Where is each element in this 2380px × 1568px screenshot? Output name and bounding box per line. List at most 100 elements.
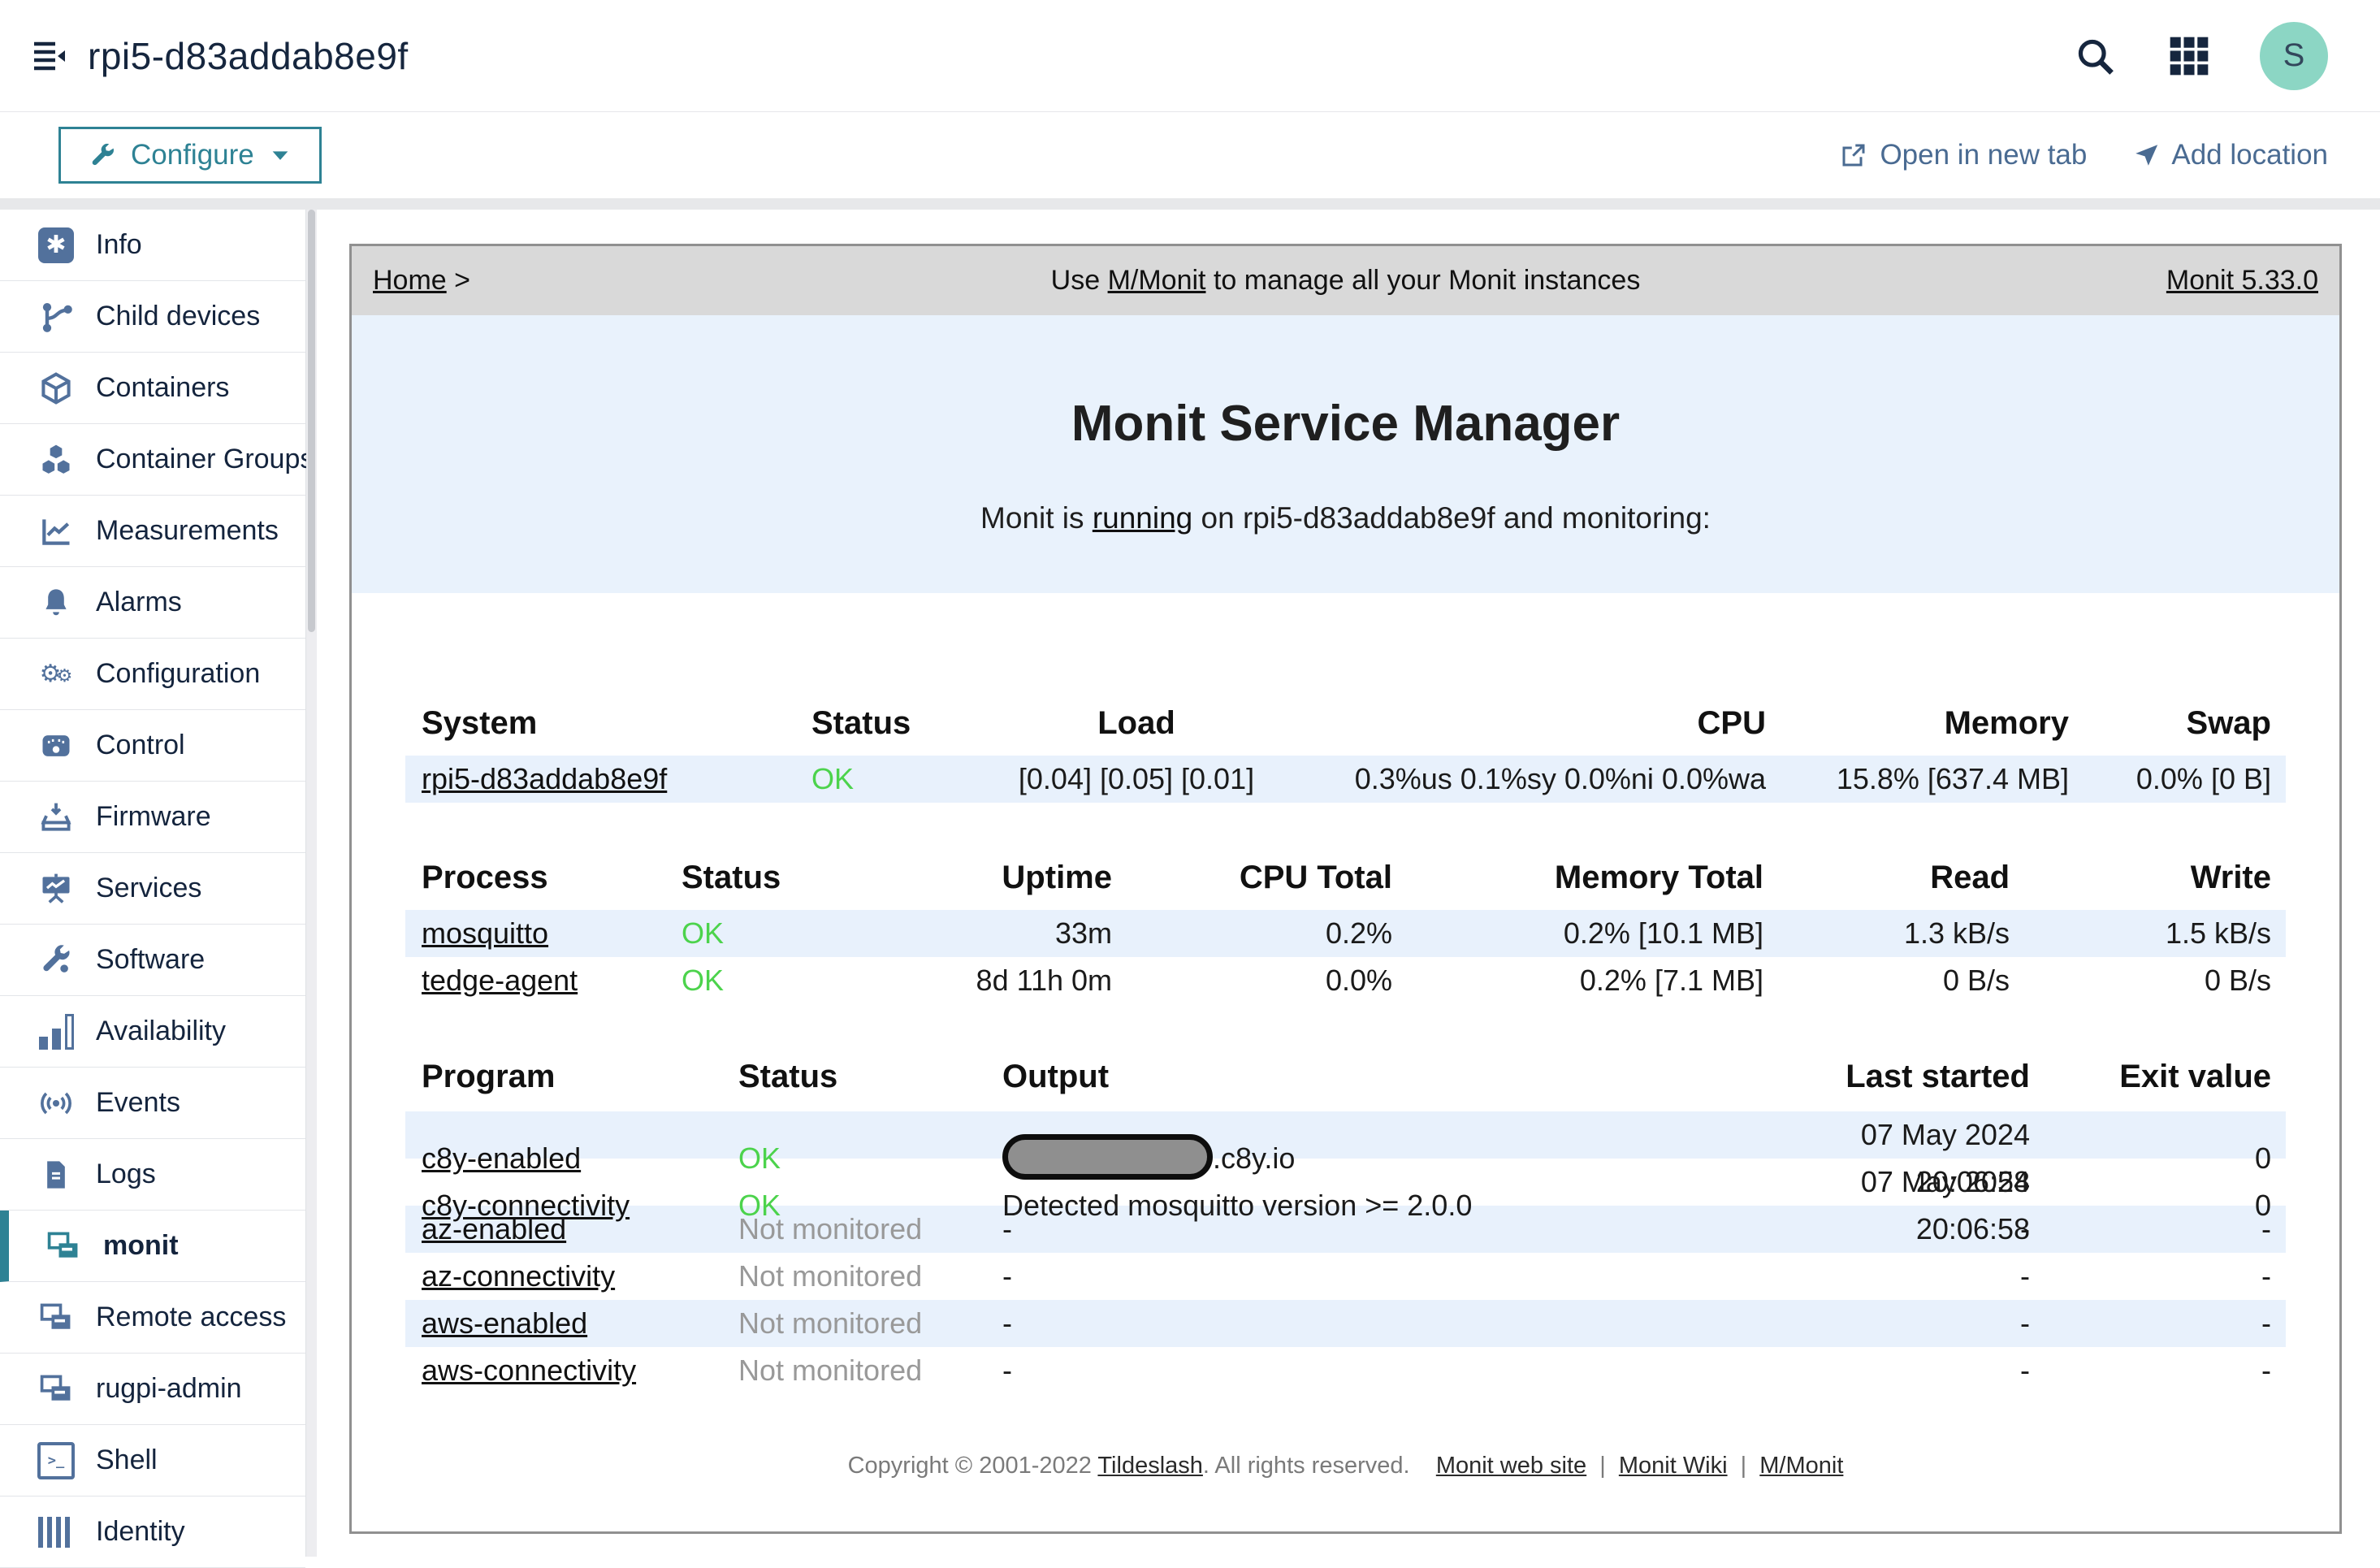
sidebar-item-identity[interactable]: Identity (0, 1497, 305, 1568)
external-link-icon (1839, 141, 1868, 170)
document-icon (37, 1156, 75, 1193)
sidebar-item-shell[interactable]: >_ Shell (0, 1425, 305, 1497)
sidebar-item-measurements[interactable]: Measurements (0, 496, 305, 567)
home-link[interactable]: Home (373, 265, 447, 296)
containers-icon (37, 370, 75, 407)
tildeslash-link[interactable]: Tildeslash (1097, 1453, 1203, 1479)
system-status: OK (811, 762, 855, 795)
process-link[interactable]: tedge-agent (422, 964, 578, 997)
broadcast-icon (37, 1085, 75, 1122)
sidebar-scrollbar[interactable] (306, 210, 317, 1557)
program-link[interactable]: c8y-connectivity (422, 1189, 630, 1222)
program-table-row: c8y-enabled OK .c8y.io 07 May 2024 20:06… (405, 1111, 2286, 1198)
running-link[interactable]: running (1092, 501, 1193, 535)
action-bar-right: Open in new tab Add location (1839, 139, 2328, 171)
window-icon (37, 1299, 75, 1336)
open-in-new-tab-label: Open in new tab (1880, 139, 2088, 171)
measurements-icon (37, 513, 75, 550)
collapse-navigator-icon[interactable] (24, 32, 73, 80)
program-table-row: c8y-connectivity OK Detected mosquitto v… (422, 1165, 2271, 1245)
navigation-arrow-icon (2132, 141, 2160, 169)
program-table-row: az-connectivity Not monitored - - - (422, 1259, 2271, 1293)
program-link[interactable]: aws-enabled (422, 1306, 588, 1340)
user-avatar[interactable]: S (2260, 21, 2328, 90)
redacted-output (1002, 1134, 1213, 1180)
monit-footer: Copyright © 2001-2022 Tildeslash. All ri… (847, 1453, 1844, 1479)
add-location-button[interactable]: Add location (2132, 139, 2328, 171)
mmonit-link[interactable]: M/Monit (1107, 265, 1206, 296)
sidebar-item-availability[interactable]: Availability (0, 996, 305, 1068)
monit-website-link[interactable]: Monit web site (1435, 1453, 1587, 1479)
process-table-header: Process Status Uptime CPU Total Memory T… (422, 860, 2271, 895)
chevron-down-icon (269, 144, 292, 167)
program-link[interactable]: az-connectivity (422, 1259, 616, 1293)
sidebar-item-configuration[interactable]: ⚙⚙ Configuration (0, 639, 305, 710)
program-table-row: aws-enabled Not monitored - - - (405, 1300, 2286, 1347)
sidebar-item-firmware[interactable]: Firmware (0, 782, 305, 853)
process-table-row: tedge-agent OK 8d 11h 0m 0.0% 0.2% [7.1 … (422, 964, 2271, 997)
window-icon (45, 1228, 82, 1265)
sidebar-item-monit[interactable]: monit (0, 1211, 305, 1282)
monit-mmonit-banner: Use M/Monit to manage all your Monit ins… (1050, 265, 1641, 296)
page-title: rpi5-d83addab8e9f (88, 34, 409, 77)
container-groups-icon (37, 441, 75, 479)
sidebar-item-child-devices[interactable]: Child devices (0, 281, 305, 353)
header-actions: S (2071, 21, 2328, 90)
monit-version-link: Monit 5.33.0 (2166, 265, 2318, 296)
program-link[interactable]: aws-connectivity (422, 1354, 637, 1387)
search-icon[interactable] (2071, 32, 2118, 80)
scrollbar-thumb[interactable] (308, 210, 315, 632)
system-table: System Status Load CPU Memory Swap rpi5-… (405, 699, 2286, 803)
monit-status-line: Monit is running on rpi5-d83addab8e9f an… (980, 501, 1711, 535)
program-table: Program Status Output Last started Exit … (405, 1052, 2286, 1394)
monit-title: Monit Service Manager (1071, 396, 1621, 452)
sidebar-item-container-groups[interactable]: Container Groups (0, 424, 314, 496)
program-table-row: az-enabled Not monitored - - - (405, 1206, 2286, 1253)
monit-home-breadcrumb: Home > (373, 265, 471, 296)
gauge-icon (37, 727, 75, 765)
sidebar-item-control[interactable]: Control (0, 710, 305, 782)
sidebar-item-alarms[interactable]: Alarms (0, 567, 305, 639)
sidebar-item-rugpi-admin[interactable]: rugpi-admin (0, 1354, 305, 1425)
app-header: rpi5-d83addab8e9f S (0, 0, 2380, 112)
app-switcher-icon[interactable] (2166, 32, 2213, 80)
monit-wiki-link[interactable]: Monit Wiki (1618, 1453, 1728, 1479)
system-table-row: rpi5-d83addab8e9f OK [0.04] [0.05] [0.01… (405, 756, 2286, 803)
sidebar-item-containers[interactable]: Containers (0, 353, 305, 424)
bell-icon (37, 584, 75, 622)
process-table: Process Status Uptime CPU Total Memory T… (405, 853, 2286, 1004)
configure-button[interactable]: Configure (58, 127, 322, 184)
terminal-icon: >_ (37, 1441, 75, 1479)
signal-bars-icon (37, 1013, 75, 1050)
program-link[interactable]: c8y-enabled (422, 1141, 582, 1175)
monit-hero: Monit Service Manager Monit is running o… (352, 315, 2339, 593)
gears-icon: ⚙⚙ (39, 660, 73, 687)
monit-content: System Status Load CPU Memory Swap rpi5-… (352, 699, 2339, 1479)
sidebar-item-remote-access[interactable]: Remote access (0, 1282, 305, 1354)
window-icon (37, 1371, 75, 1408)
system-table-header: System Status Load CPU Memory Swap (422, 705, 2271, 741)
sidebar-item-software[interactable]: Software (0, 925, 305, 996)
configure-label: Configure (131, 139, 254, 171)
avatar-initial: S (2283, 37, 2305, 73)
program-link[interactable]: az-enabled (422, 1212, 567, 1245)
monit-embedded-page: Home > Use M/Monit to manage all your Mo… (349, 244, 2342, 1534)
sidebar-item-events[interactable]: Events (0, 1068, 305, 1139)
action-bar: Configure Open in new tab Add location (0, 112, 2380, 210)
barcode-icon (37, 1514, 75, 1551)
sidebar-item-info[interactable]: ✱ Info (0, 210, 305, 281)
process-link[interactable]: mosquitto (422, 916, 549, 950)
add-location-label: Add location (2171, 139, 2328, 171)
presentation-board-icon (37, 870, 75, 907)
sidebar-item-services[interactable]: Services (0, 853, 305, 925)
system-host-link[interactable]: rpi5-d83addab8e9f (422, 762, 668, 795)
open-in-new-tab-button[interactable]: Open in new tab (1839, 139, 2087, 171)
monit-topbar: Home > Use M/Monit to manage all your Mo… (352, 246, 2339, 315)
sidebar-item-logs[interactable]: Logs (0, 1139, 305, 1211)
info-icon: ✱ (37, 227, 75, 264)
program-table-header: Program Status Output Last started Exit … (422, 1059, 2271, 1094)
mmonit-footer-link[interactable]: M/Monit (1759, 1453, 1844, 1479)
sidebar: ✱ Info Child devices Containers (0, 210, 314, 1568)
child-devices-icon (37, 298, 75, 336)
